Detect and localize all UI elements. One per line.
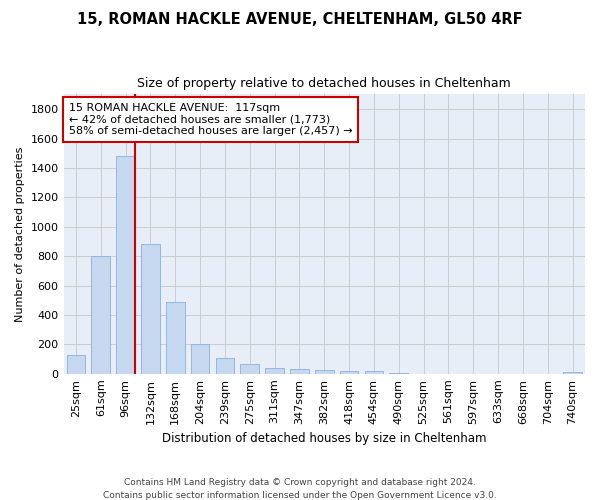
Text: 15, ROMAN HACKLE AVENUE, CHELTENHAM, GL50 4RF: 15, ROMAN HACKLE AVENUE, CHELTENHAM, GL5… (77, 12, 523, 28)
Bar (365, 371, 383, 374)
Title: Size of property relative to detached houses in Cheltenham: Size of property relative to detached ho… (137, 78, 511, 90)
Bar (116, 156, 135, 374)
Bar (265, 368, 284, 374)
Bar (191, 344, 209, 374)
Y-axis label: Number of detached properties: Number of detached properties (15, 146, 25, 322)
Bar (91, 256, 110, 374)
Bar (315, 370, 334, 374)
Bar (563, 372, 582, 374)
Text: 15 ROMAN HACKLE AVENUE:  117sqm
← 42% of detached houses are smaller (1,773)
58%: 15 ROMAN HACKLE AVENUE: 117sqm ← 42% of … (69, 103, 352, 136)
Bar (141, 244, 160, 374)
X-axis label: Distribution of detached houses by size in Cheltenham: Distribution of detached houses by size … (162, 432, 487, 445)
Text: Contains HM Land Registry data © Crown copyright and database right 2024.
Contai: Contains HM Land Registry data © Crown c… (103, 478, 497, 500)
Bar (290, 369, 309, 374)
Bar (241, 364, 259, 374)
Bar (215, 358, 234, 374)
Bar (389, 373, 408, 374)
Bar (166, 302, 185, 374)
Bar (340, 370, 358, 374)
Bar (67, 356, 85, 374)
